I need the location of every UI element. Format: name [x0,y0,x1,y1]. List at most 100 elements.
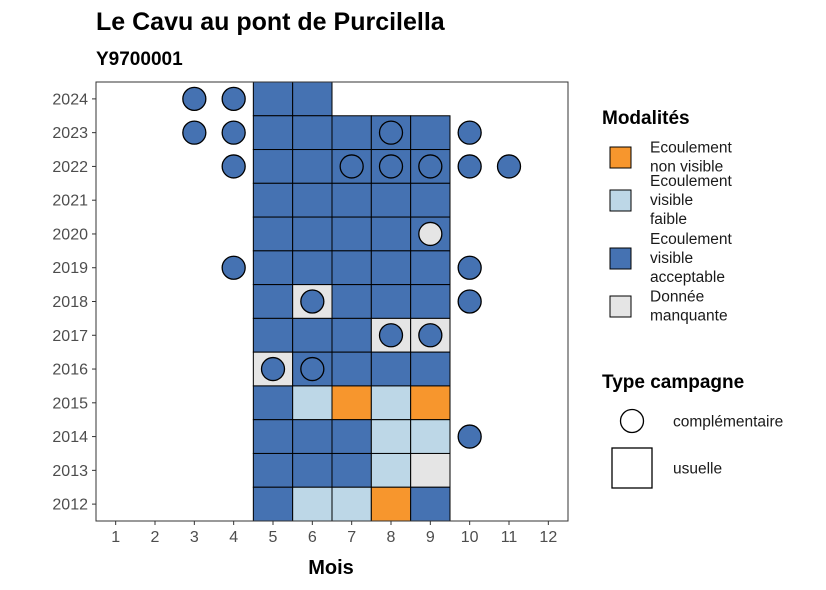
tile-2023-9 [410,115,451,151]
usuelle-tiles [252,81,451,522]
tile-2016-7 [331,351,372,387]
x-tick-label: 4 [229,529,238,546]
tile-2019-9 [410,250,451,286]
legend-key-complementaire [619,408,645,434]
tile-2013-6 [292,452,333,488]
tile-2023-5 [252,115,294,151]
legend-type-campagne-title: Type campagne [602,372,744,393]
y-tick-label: 2019 [52,260,88,277]
y-tick-label: 2013 [52,463,88,480]
tile-2012-9 [410,486,451,522]
point-2017-8 [378,323,404,348]
tile-2023-6 [292,115,333,151]
point-2019-10 [457,255,482,280]
x-tick-label: 5 [269,529,278,546]
point-2022-4 [221,154,246,179]
tile-2022-6 [292,149,333,184]
tile-2012-8 [370,486,412,522]
x-tick-label: 9 [426,529,435,546]
tile-2023-7 [331,115,372,151]
tile-2013-9 [410,452,451,488]
tile-2017-6 [292,317,333,353]
legend-modalites-title: Modalités [602,108,690,129]
legend-key-vf [609,189,632,212]
point-2023-4 [221,120,246,145]
tile-2014-6 [292,419,333,454]
tile-2013-5 [252,452,294,488]
complementaire-points [182,86,522,449]
chart-title: Le Cavu au pont de Purcilella [96,8,446,36]
tile-2019-6 [292,250,333,286]
x-tick-label: 12 [539,529,557,546]
legend-label-usuelle: usuelle [673,461,722,478]
point-2014-10 [457,424,482,449]
chart-subtitle: Y9700001 [96,49,183,70]
x-tick-label: 6 [308,529,317,546]
x-tick-label: 10 [461,529,479,546]
x-tick-label: 3 [190,529,199,546]
legend-key-va [609,247,632,270]
tile-2018-7 [331,284,372,319]
tile-2015-7 [331,385,372,421]
tile-2016-8 [370,351,412,387]
tile-2012-6 [292,486,333,522]
tile-2014-9 [410,419,451,454]
legend-type-campagne: complémentaire usuelle [611,408,783,489]
tile-2024-5 [252,81,294,117]
tile-2016-9 [410,351,451,387]
x-tick-label: 11 [501,529,518,546]
point-2016-6 [300,356,325,382]
tile-2019-8 [370,250,412,286]
tile-2018-5 [252,284,294,319]
y-tick-label: 2017 [52,328,88,345]
x-axis: 1 2 3 4 5 6 7 8 9 10 11 12 [111,521,557,546]
legend-label-complementaire: complémentaire [673,414,783,431]
x-tick-label: 1 [111,529,120,546]
tile-2013-7 [331,452,372,488]
legend-label-vf: Ecoulement visible faible [650,173,733,228]
tile-2021-8 [370,182,412,218]
point-2022-8 [378,154,404,179]
x-tick-label: 2 [151,529,160,546]
legend-label-va: Ecoulement visible acceptable [650,231,733,286]
y-tick-label: 2018 [52,294,88,311]
point-2023-8 [378,120,404,145]
point-2024-4 [221,86,246,112]
y-tick-label: 2024 [52,91,88,108]
tile-2019-7 [331,250,372,286]
tile-2019-5 [252,250,294,286]
tile-2021-7 [331,182,372,218]
tile-2015-8 [370,385,412,421]
point-2023-3 [182,120,207,145]
legend-key-usuelle [611,447,653,489]
tile-2021-6 [292,182,333,218]
point-2017-9 [418,323,443,348]
tile-2018-8 [370,284,412,319]
point-2022-7 [339,154,364,179]
tile-2021-5 [252,182,294,218]
x-tick-label: 8 [387,529,396,546]
y-tick-label: 2023 [52,125,88,142]
x-axis-title: Mois [308,557,354,579]
y-tick-label: 2020 [52,226,88,243]
y-tick-label: 2012 [52,497,88,514]
x-tick-label: 7 [347,529,356,546]
y-axis: 2012 2013 2014 2015 2016 2017 2018 2019 2020 2021… [52,91,96,514]
y-tick-label: 2015 [52,395,88,412]
point-2020-9 [418,221,443,247]
legend-key-dm [609,295,632,318]
tile-2020-6 [292,216,333,252]
tile-2013-8 [370,452,412,488]
tile-2021-9 [410,182,451,218]
tile-2014-7 [331,419,372,454]
tile-2024-6 [292,81,333,117]
tile-2015-6 [292,385,333,421]
tile-2017-5 [252,317,294,353]
legend-label-dm: Donnée manquante [650,289,728,325]
point-2023-10 [457,120,482,145]
legend-label-nv: Ecoulement non visible [650,140,733,176]
tile-2014-8 [370,419,412,454]
point-2022-11 [496,154,522,179]
